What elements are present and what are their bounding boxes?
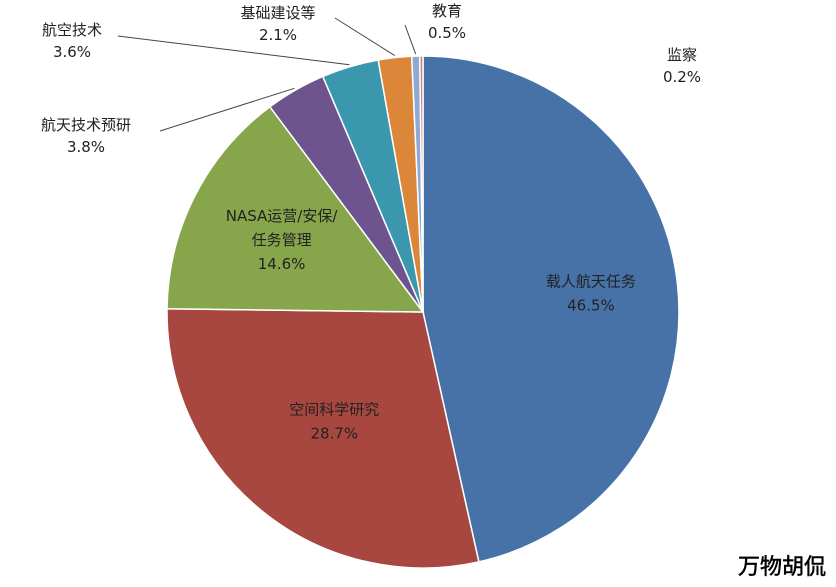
slice-8-wedge xyxy=(419,55,424,313)
slice-5-name-label: 航空技术 xyxy=(42,21,102,39)
slice-1-name-label: 载人航天任务 xyxy=(546,272,636,290)
pie-slices xyxy=(166,55,680,569)
slice-7-leader-line xyxy=(404,24,417,55)
slice-6-leader-line xyxy=(334,17,395,56)
slice-2-name-label: 空间科学研究 xyxy=(289,400,379,418)
leader-lines xyxy=(117,17,417,132)
slice-8-value-label: 0.2% xyxy=(663,68,701,86)
slice-5-leader-line xyxy=(117,35,350,66)
slice-1-value-label: 46.5% xyxy=(567,296,615,314)
slice-2-wedge xyxy=(166,308,480,569)
slice-4-value-label: 3.8% xyxy=(67,138,105,156)
slice-4-name-label: 航天技术预研 xyxy=(41,116,131,134)
slice-1-wedge xyxy=(422,55,680,563)
slice-3-value-label: 14.6% xyxy=(258,255,306,273)
slice-6-value-label: 2.1% xyxy=(259,26,297,44)
slice-4-leader-line xyxy=(159,87,295,132)
slice-labels: 载人航天任务 46.5% 空间科学研究 28.7% NASA运营/安保/任务管理 14.6… xyxy=(41,2,701,442)
slice-8-name-label: 监察 xyxy=(667,46,697,64)
slice-3-name-label: 任务管理 xyxy=(252,231,312,249)
slice-3-wedge xyxy=(166,105,425,313)
slice-7-value-label: 0.5% xyxy=(428,24,466,42)
slice-7-name-label: 教育 xyxy=(432,2,462,20)
slice-3-name-label: NASA运营/安保/ xyxy=(226,207,339,225)
watermark-text: 万物胡侃 xyxy=(737,555,827,581)
slice-2-value-label: 28.7% xyxy=(310,424,358,442)
slice-6-name-label: 基础建设等 xyxy=(240,4,315,22)
slice-5-value-label: 3.6% xyxy=(53,43,91,61)
